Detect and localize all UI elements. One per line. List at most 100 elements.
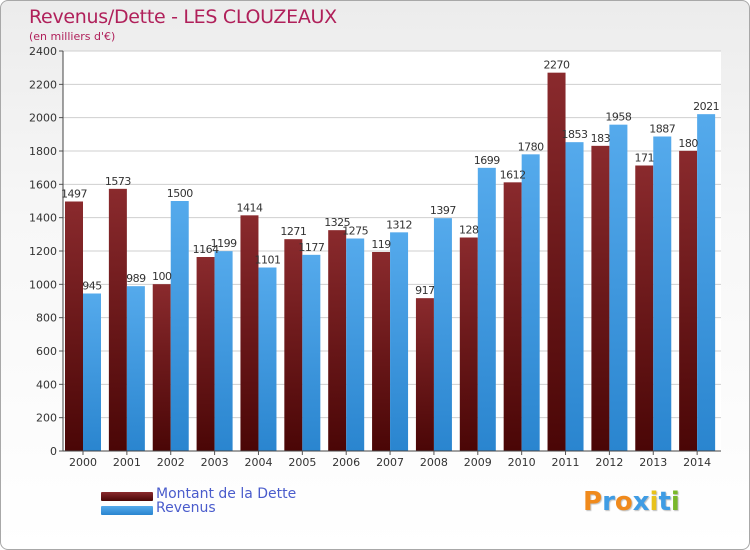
x-tick-label: 2001: [113, 456, 141, 469]
y-tick-label: 1000: [29, 278, 57, 291]
bar-dette: [108, 188, 127, 452]
bar-revenus: [83, 293, 101, 451]
bar-revenus: [521, 154, 540, 452]
bar-revenus: [214, 251, 233, 451]
y-tick-label: 200: [36, 412, 57, 425]
legend-label-revenus: Revenus: [156, 500, 216, 516]
data-label: 1853: [562, 128, 588, 141]
bar-dette: [503, 182, 522, 452]
x-tick-label: 2008: [420, 456, 448, 469]
axes: 0 200 400 600 800 1000 1200 1400 1600 1800 2000 220…: [29, 45, 721, 469]
x-tick-label: 2007: [376, 456, 404, 469]
data-label: 1497: [61, 188, 87, 201]
y-tick-label: 2000: [29, 112, 57, 125]
bar-dette: [635, 165, 654, 451]
bar-revenus: [609, 124, 628, 452]
data-label: 1612: [500, 168, 526, 181]
bar-revenus: [126, 286, 145, 451]
y-tick-label: 2200: [29, 78, 57, 91]
bar-dette: [152, 284, 171, 451]
bar-revenus: [170, 201, 189, 451]
data-label: 989: [126, 272, 146, 285]
bars: [65, 72, 716, 452]
bar-dette: [196, 257, 215, 451]
x-tick-label: 2003: [201, 456, 229, 469]
data-label: 1699: [474, 154, 500, 167]
data-label: 119: [371, 238, 391, 251]
y-tick-label: 800: [36, 312, 57, 325]
data-label: 180: [678, 137, 698, 150]
proxiti-logo: Proxiti: [583, 487, 680, 517]
x-tick-label: 2009: [464, 456, 492, 469]
y-tick-label: 0: [50, 445, 57, 458]
data-label: 1275: [342, 225, 368, 238]
bar-revenus: [565, 142, 584, 451]
bar-revenus: [697, 114, 716, 452]
x-tick-label: 2012: [595, 456, 623, 469]
x-tick-label: 2005: [288, 456, 316, 469]
y-tick-label: 1600: [29, 178, 57, 191]
legend-swatch-dette: [101, 492, 153, 501]
data-label: 1312: [386, 218, 412, 231]
data-label: 2021: [693, 100, 719, 113]
data-label: 1164: [193, 243, 219, 256]
data-label: 1199: [211, 237, 237, 250]
chart-title: Revenus/Dette - LES CLOUZEAUX: [29, 6, 337, 28]
bar-dette: [328, 230, 347, 451]
bar-revenus: [346, 238, 365, 451]
bar-revenus: [258, 267, 277, 451]
x-tick-label: 2002: [157, 456, 185, 469]
bar-dette: [547, 72, 566, 452]
data-label: 1271: [280, 225, 306, 238]
x-tick-label: 2014: [683, 456, 711, 469]
bar-dette: [65, 201, 83, 451]
bar-revenus: [477, 167, 496, 452]
x-tick-label: 2006: [332, 456, 360, 469]
data-label: 1780: [518, 140, 544, 153]
data-label: 1101: [254, 254, 280, 267]
y-tick-label: 1800: [29, 145, 57, 158]
bar-revenus: [653, 136, 672, 451]
data-label: 917: [415, 284, 435, 297]
bar-dette: [679, 150, 698, 452]
y-tick-label: 1400: [29, 212, 57, 225]
bar-dette: [591, 145, 610, 452]
y-tick-label: 600: [36, 345, 57, 358]
x-tick-label: 2013: [639, 456, 667, 469]
chart-subtitle: (en milliers d'€): [29, 30, 116, 43]
y-tick-label: 1200: [29, 245, 57, 258]
bar-dette: [415, 298, 434, 451]
data-label: 128: [459, 224, 479, 237]
data-label: 171: [635, 152, 655, 165]
x-tick-label: 2004: [244, 456, 272, 469]
x-tick-label: 2010: [508, 456, 536, 469]
bar-dette: [284, 239, 303, 451]
data-label: 1958: [605, 111, 631, 124]
legend-label-dette: Montant de la Dette: [156, 486, 297, 502]
y-tick-label: 2400: [29, 45, 57, 58]
bar-revenus: [302, 254, 321, 451]
data-label: 2270: [544, 59, 570, 72]
data-label: 1887: [649, 123, 675, 136]
data-label: 1500: [167, 187, 193, 200]
data-label: 945: [82, 280, 102, 293]
data-label: 183: [591, 132, 611, 145]
bar-dette: [459, 237, 478, 451]
y-tick-label: 400: [36, 378, 57, 391]
data-label: 1325: [324, 216, 350, 229]
bar-dette: [372, 252, 391, 451]
data-label: 1177: [298, 241, 324, 254]
bar-revenus: [390, 232, 409, 451]
data-label: 100: [152, 270, 172, 283]
bar-dette: [240, 215, 259, 451]
data-label: 1414: [236, 201, 262, 214]
bar-revenus: [433, 218, 452, 451]
legend-swatch-revenus: [101, 506, 153, 515]
data-label: 1573: [105, 175, 131, 188]
x-tick-label: 2011: [552, 456, 580, 469]
x-tick-label: 2000: [69, 456, 97, 469]
data-label: 1397: [430, 204, 456, 217]
